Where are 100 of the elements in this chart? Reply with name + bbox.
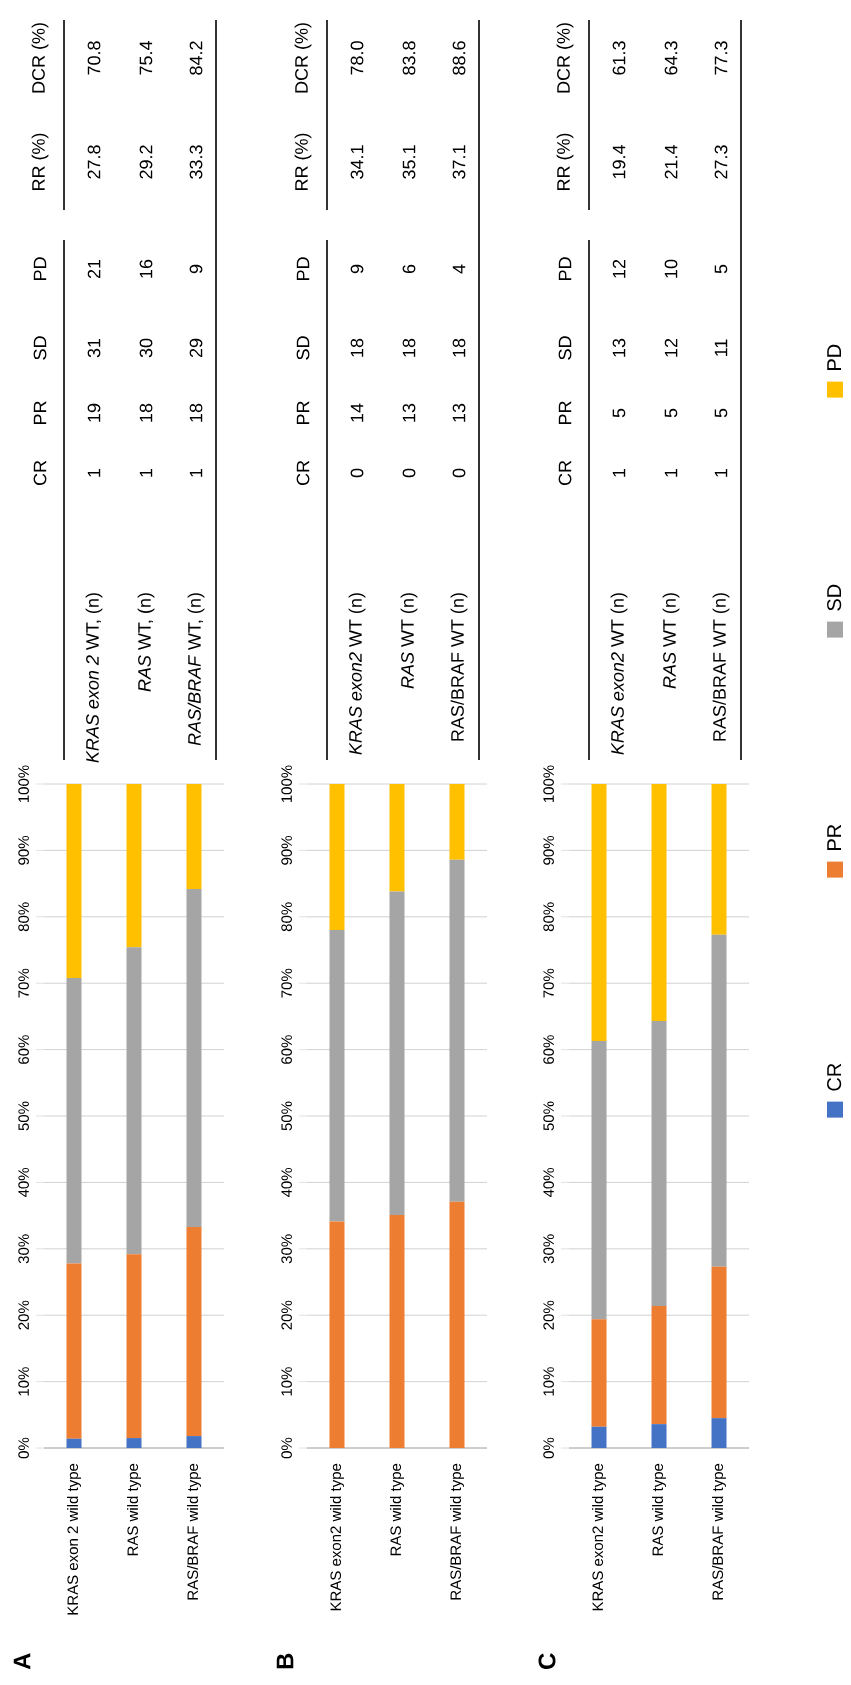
bar bbox=[591, 784, 607, 1041]
y-tick-label: 80% bbox=[281, 902, 292, 932]
y-tick-label: 60% bbox=[281, 1035, 292, 1064]
text: KRAS exon2 WT (n) bbox=[610, 593, 628, 755]
bar bbox=[329, 784, 345, 931]
text: 1 bbox=[139, 468, 153, 477]
text: 27.8 bbox=[87, 145, 101, 179]
bar bbox=[449, 859, 465, 1202]
text: 12 bbox=[664, 338, 678, 357]
bar bbox=[389, 784, 405, 892]
bar bbox=[329, 1221, 345, 1449]
text: 84.2 bbox=[189, 41, 203, 75]
bar bbox=[329, 930, 345, 1222]
text: DCR (%) bbox=[31, 23, 49, 93]
text: RAS WT (n) bbox=[400, 593, 418, 689]
bar bbox=[186, 888, 202, 1227]
text: 0 bbox=[452, 468, 466, 478]
text: SD bbox=[296, 336, 310, 360]
text: 83.8 bbox=[402, 41, 416, 75]
text: 78.0 bbox=[350, 41, 364, 75]
y-tick-label: 0% bbox=[543, 1437, 554, 1459]
bar bbox=[126, 784, 142, 948]
text: 0 bbox=[402, 468, 416, 478]
y-tick-label: 0% bbox=[281, 1437, 292, 1459]
text: 30 bbox=[139, 338, 153, 358]
text: 29.2 bbox=[139, 145, 153, 179]
bar bbox=[711, 1266, 727, 1419]
bar bbox=[186, 784, 202, 889]
text: PR bbox=[296, 401, 310, 425]
bar bbox=[591, 1426, 607, 1449]
y-tick-label: 90% bbox=[543, 835, 554, 865]
y-tick-label: 60% bbox=[18, 1035, 29, 1064]
text: RR (%) bbox=[556, 133, 574, 191]
x-tick-label: RAS/BRAF wild type bbox=[450, 1463, 464, 1600]
text: DCR (%) bbox=[556, 23, 574, 93]
y-tick-label: 10% bbox=[18, 1367, 29, 1396]
y-tick-label: 50% bbox=[543, 1101, 554, 1131]
y-tick-label: 30% bbox=[543, 1234, 554, 1264]
text: 61.3 bbox=[612, 41, 626, 75]
text: 70.8 bbox=[87, 41, 101, 75]
text: 4 bbox=[452, 264, 466, 274]
text: 35.1 bbox=[402, 145, 416, 179]
text: SD bbox=[558, 336, 572, 360]
y-tick-label: 100% bbox=[18, 765, 29, 803]
text: 13 bbox=[402, 403, 416, 422]
text: 64.3 bbox=[664, 41, 678, 75]
text: 5 bbox=[612, 408, 626, 418]
text: CR bbox=[296, 460, 310, 486]
x-tick-label: RAS/BRAF wild type bbox=[712, 1463, 726, 1600]
text: 88.6 bbox=[452, 41, 466, 75]
bar bbox=[711, 1418, 727, 1449]
text: 21 bbox=[87, 259, 101, 279]
text: RR (%) bbox=[31, 133, 49, 191]
y-tick-label: 100% bbox=[543, 765, 554, 803]
x-tick-label: KRAS exon2 wild type bbox=[330, 1463, 344, 1611]
y-tick-label: 30% bbox=[281, 1234, 292, 1264]
bar bbox=[389, 891, 405, 1215]
y-tick-label: 20% bbox=[18, 1300, 29, 1330]
bar bbox=[449, 784, 465, 860]
text: B bbox=[276, 1653, 294, 1669]
text: 77.3 bbox=[714, 41, 728, 75]
text: RAS/BRAF WT, (n) bbox=[187, 593, 205, 746]
text: 21.4 bbox=[664, 145, 678, 179]
text: 1 bbox=[189, 468, 203, 477]
x-tick-label: RAS wild type bbox=[390, 1463, 404, 1556]
y-tick-label: 50% bbox=[18, 1101, 29, 1131]
y-tick-label: 100% bbox=[281, 765, 292, 803]
bar bbox=[449, 1201, 465, 1449]
text: 1 bbox=[612, 468, 626, 477]
y-tick-label: 80% bbox=[18, 902, 29, 932]
bar bbox=[186, 1436, 202, 1449]
bar bbox=[389, 1214, 405, 1449]
x-tick-label: RAS/BRAF wild type bbox=[187, 1463, 201, 1600]
text: 13 bbox=[612, 338, 626, 357]
text: 6 bbox=[402, 264, 416, 274]
bar bbox=[126, 947, 142, 1255]
text: 33.3 bbox=[189, 145, 203, 179]
y-tick-label: 40% bbox=[18, 1167, 29, 1198]
y-tick-label: 20% bbox=[281, 1300, 292, 1330]
text: 13 bbox=[452, 403, 466, 422]
y-tick-label: 40% bbox=[543, 1167, 554, 1198]
text: 9 bbox=[189, 264, 203, 274]
text: 19.4 bbox=[612, 145, 626, 179]
text: PD bbox=[33, 257, 47, 281]
y-tick-label: 90% bbox=[18, 835, 29, 865]
text: 34.1 bbox=[350, 145, 364, 179]
bar bbox=[711, 784, 727, 935]
text: C bbox=[538, 1653, 556, 1669]
bar bbox=[591, 1040, 607, 1320]
text: 19 bbox=[87, 403, 101, 422]
text: 14 bbox=[350, 403, 364, 422]
y-tick-label: 30% bbox=[18, 1234, 29, 1264]
x-tick-label: RAS wild type bbox=[652, 1463, 666, 1556]
bar bbox=[66, 977, 82, 1264]
y-tick-label: 50% bbox=[281, 1101, 292, 1131]
bar bbox=[66, 784, 82, 978]
text: PD bbox=[827, 344, 842, 370]
y-tick-label: 70% bbox=[18, 968, 29, 998]
y-tick-label: 70% bbox=[281, 968, 292, 998]
text: 11 bbox=[714, 339, 728, 356]
